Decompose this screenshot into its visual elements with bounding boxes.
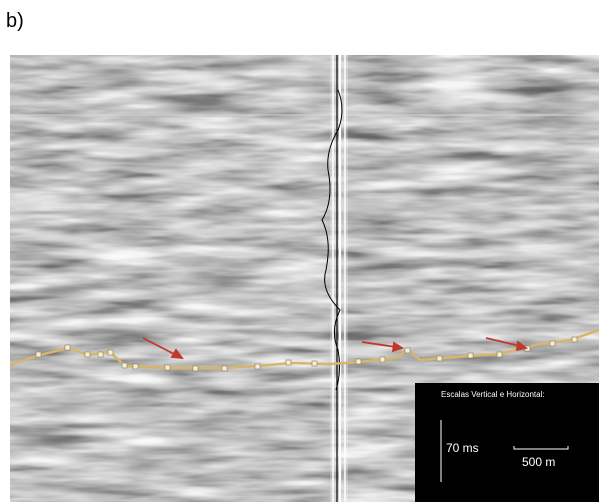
vertical-scale-label: 70 ms xyxy=(446,441,479,455)
figure: b) xyxy=(0,0,599,502)
scale-box: Escalas Vertical e Horizontal: 70 ms 500… xyxy=(415,383,599,502)
panel-label: b) xyxy=(6,10,24,32)
page: b) xyxy=(0,0,599,502)
scale-title: Escalas Vertical e Horizontal: xyxy=(441,390,545,399)
horizontal-scale-label: 500 m xyxy=(522,455,555,469)
